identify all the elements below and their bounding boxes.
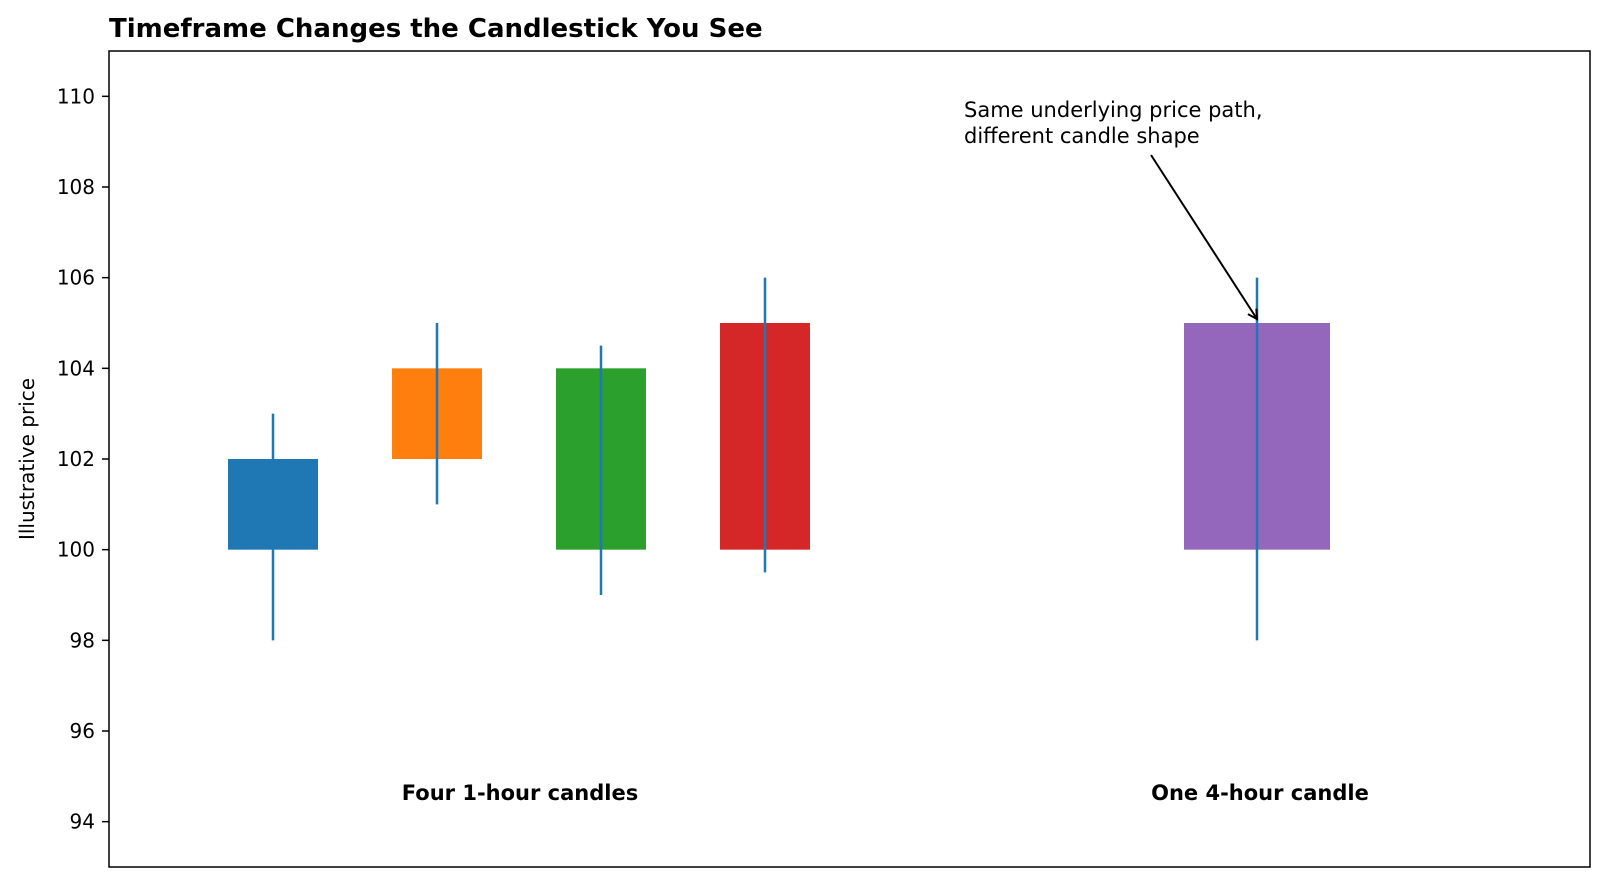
y-tick-label: 102 — [57, 447, 95, 471]
plot-area-frame — [108, 50, 1591, 868]
group-label-one-4-hour: One 4-hour candle — [1151, 781, 1369, 805]
y-tick-label: 108 — [57, 175, 95, 199]
y-axis-label: Illustrative price — [15, 378, 39, 540]
group-label-four-1-hour: Four 1-hour candles — [402, 781, 638, 805]
candles-layer — [228, 277, 1330, 641]
y-tick-label: 100 — [57, 538, 95, 562]
y-tick-label: 98 — [70, 628, 95, 652]
annotation-arrow — [1150, 154, 1257, 319]
y-tick-label: 104 — [57, 356, 95, 380]
annotation-line-1: Same underlying price path, — [964, 98, 1263, 122]
annotation-line-2: different candle shape — [964, 124, 1200, 148]
y-axis: 94 96 98 100 102 104 106 108 110 — [57, 84, 109, 834]
annotation: Same underlying price path, different ca… — [964, 98, 1263, 319]
y-tick-label: 106 — [57, 266, 95, 290]
y-tick-label: 94 — [70, 810, 95, 834]
chart-title: Timeframe Changes the Candlestick You Se… — [109, 14, 763, 44]
y-tick-label: 96 — [70, 719, 95, 743]
y-tick-label: 110 — [57, 84, 95, 108]
